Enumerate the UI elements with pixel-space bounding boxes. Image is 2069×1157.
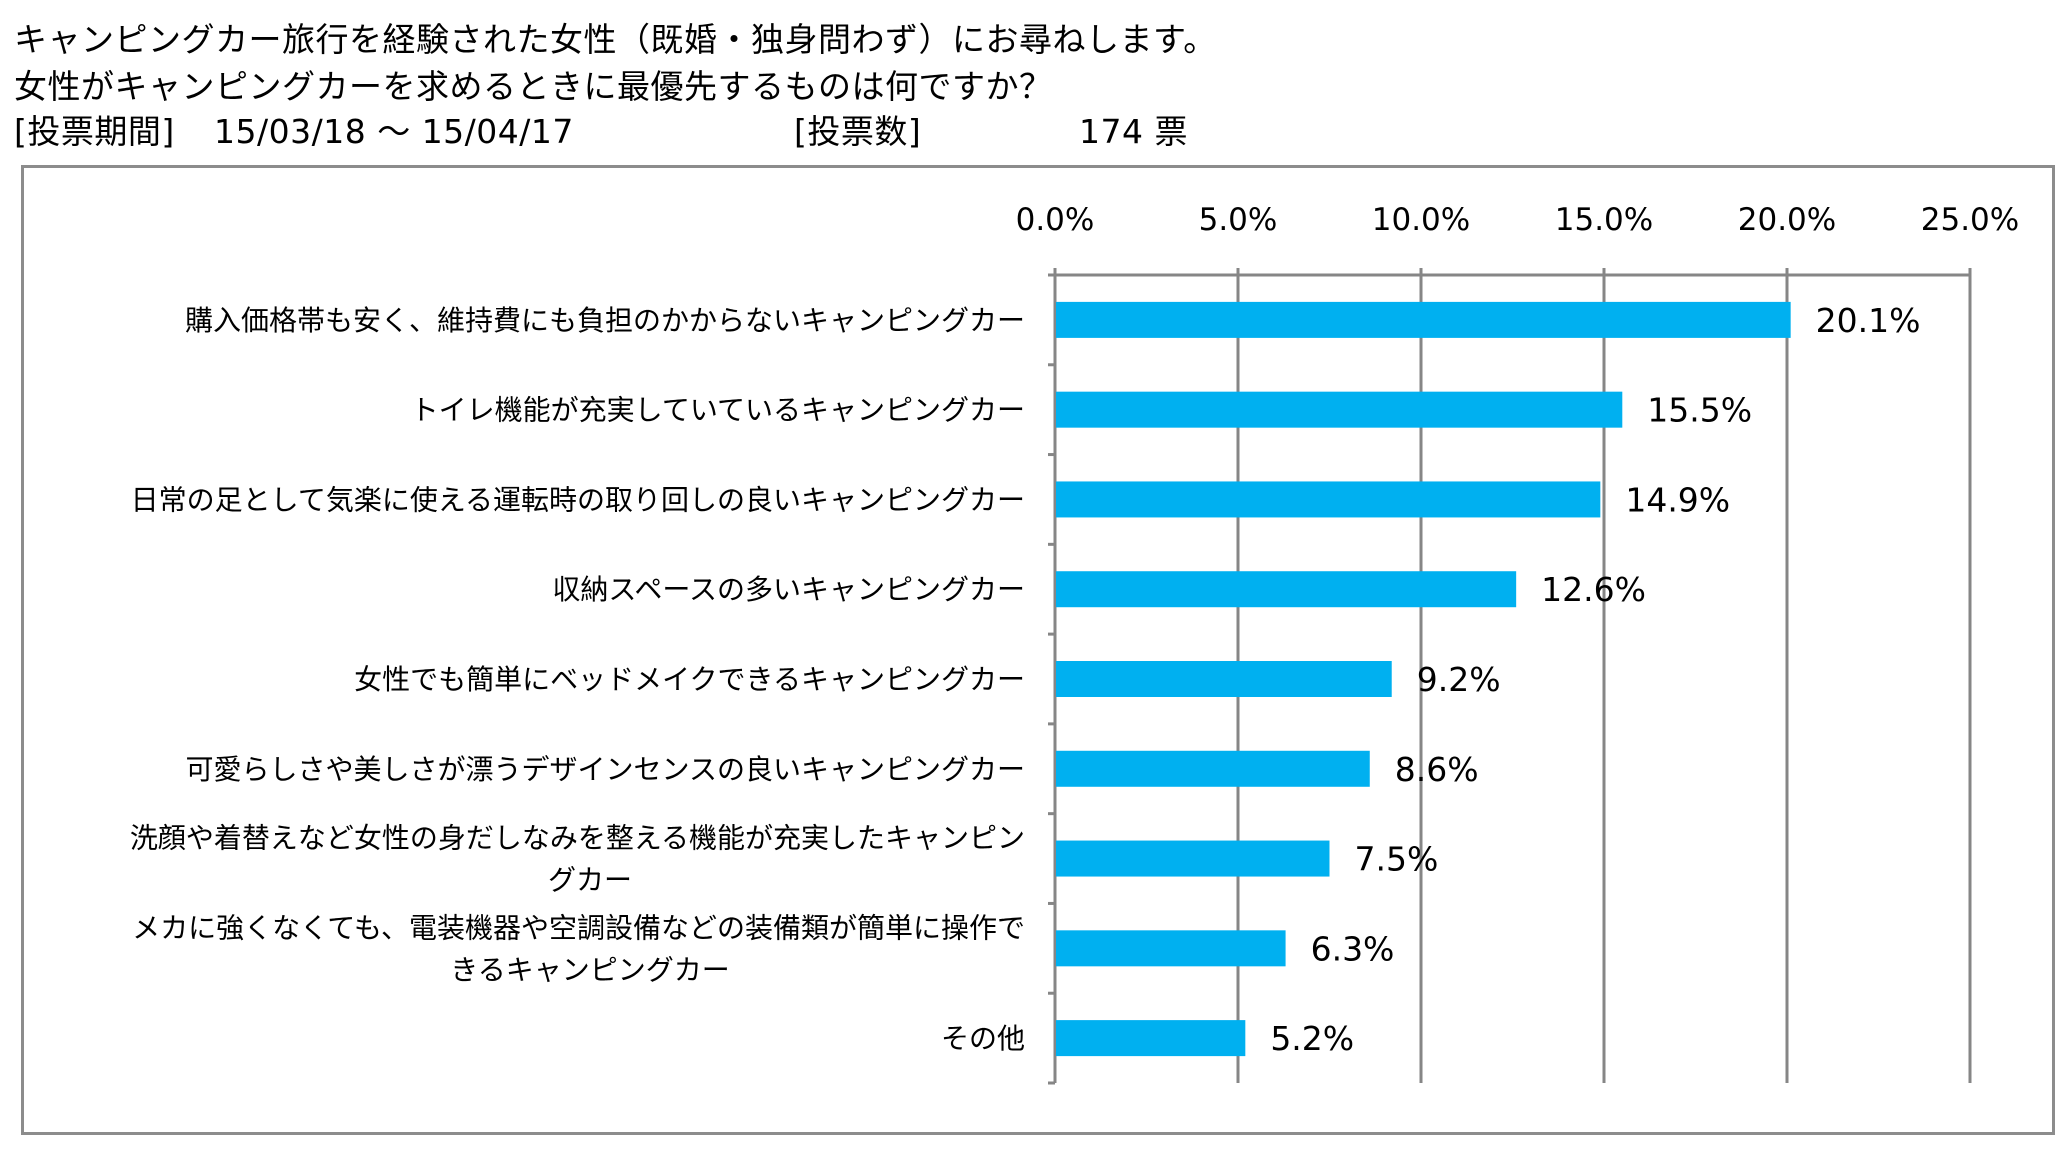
data-label: 12.6% xyxy=(1541,570,1646,609)
category-label: グカー xyxy=(548,864,632,897)
question-line-2: 女性がキャンピングカーを求めるときに最優先するものは何ですか？ xyxy=(14,67,1053,106)
category-label: 購入価格帯も安く、維持費にも負担のかからないキャンピングカー xyxy=(185,304,1025,337)
category-label: 収納スペースの多いキャンピングカー xyxy=(552,573,1025,606)
question-line-1: キャンピングカー旅行を経験された女性（既婚・独身問わず）にお尋ねします。 xyxy=(14,20,1217,59)
category-label: 日常の足として気楽に使える運転時の取り回しの良いキャンピングカー xyxy=(131,483,1025,516)
category-label: トイレ機能が充実していているキャンピングカー xyxy=(411,394,1025,427)
data-label: 15.5% xyxy=(1647,391,1752,430)
bar xyxy=(1056,391,1623,428)
category-label: 可愛らしさや美しさが漂うデザインセンスの良いキャンピングカー xyxy=(186,753,1025,786)
data-label: 9.2% xyxy=(1417,660,1501,699)
x-tick-label: 5.0% xyxy=(1199,202,1278,238)
x-tick-label: 10.0% xyxy=(1372,202,1470,238)
chart-frame xyxy=(21,165,2055,1135)
data-label: 5.2% xyxy=(1270,1019,1354,1058)
x-tick-label: 20.0% xyxy=(1738,202,1836,238)
data-label: 20.1% xyxy=(1816,301,1921,340)
category-label: 女性でも簡単にベッドメイクできるキャンピングカー xyxy=(354,663,1025,696)
bar xyxy=(1056,481,1601,518)
category-label: メカに強くなくても、電装機器や空調設備などの装備類が簡単に操作で xyxy=(132,911,1025,944)
votes-value: 174 票 xyxy=(1079,112,1188,151)
votes-label: [投票数] xyxy=(794,112,922,151)
category-label: 洗顔や着替えなど女性の身だしなみを整える機能が充実したキャンピン xyxy=(130,822,1025,855)
bar xyxy=(1056,750,1370,787)
category-label: その他 xyxy=(941,1022,1025,1055)
bar xyxy=(1056,661,1392,697)
data-label: 14.9% xyxy=(1625,480,1730,519)
category-label: きるキャンピングカー xyxy=(450,953,729,986)
period-label: [投票期間] xyxy=(14,112,175,151)
x-tick-label: 15.0% xyxy=(1555,202,1653,238)
bar xyxy=(1056,301,1791,338)
x-tick-label: 0.0% xyxy=(1016,202,1095,238)
x-tick-label: 25.0% xyxy=(1921,202,2019,238)
period-value: 15/03/18 ～ 15/04/17 xyxy=(214,112,574,151)
bar xyxy=(1056,1020,1246,1057)
bar xyxy=(1056,571,1517,608)
bar xyxy=(1056,930,1286,967)
data-label: 8.6% xyxy=(1395,750,1479,789)
data-label: 7.5% xyxy=(1355,840,1439,879)
data-label: 6.3% xyxy=(1311,929,1395,968)
bar xyxy=(1056,840,1330,877)
